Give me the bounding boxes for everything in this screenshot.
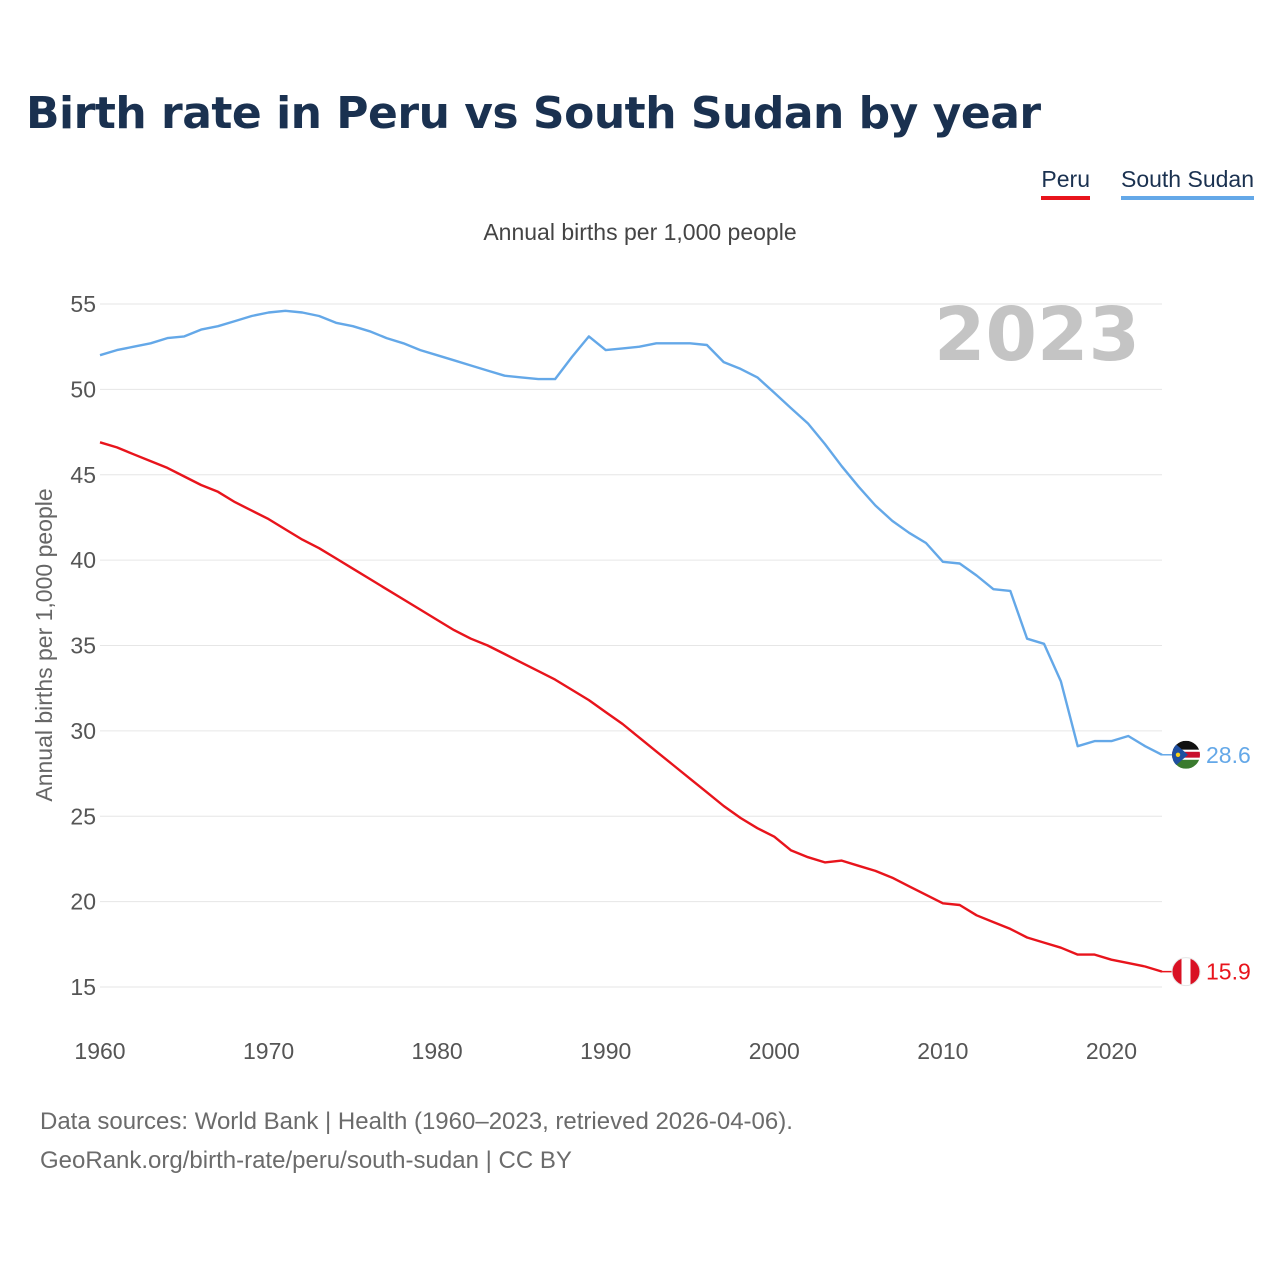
y-tick-label-15: 15 bbox=[70, 974, 96, 1000]
y-tick-label-30: 30 bbox=[70, 718, 96, 744]
x-tick-label-2000: 2000 bbox=[749, 1038, 800, 1064]
chart-title: Birth rate in Peru vs South Sudan by yea… bbox=[26, 88, 1041, 139]
y-tick-label-20: 20 bbox=[70, 889, 96, 915]
y-tick-label-55: 55 bbox=[70, 291, 96, 317]
y-tick-label-45: 45 bbox=[70, 462, 96, 488]
y-tick-label-40: 40 bbox=[70, 547, 96, 573]
y-tick-label-50: 50 bbox=[70, 376, 96, 402]
south-sudan-flag-icon bbox=[1172, 740, 1200, 769]
x-tick-label-1960: 1960 bbox=[74, 1038, 125, 1064]
grid-lines bbox=[100, 303, 1162, 988]
legend-item-south-sudan[interactable]: South Sudan bbox=[1120, 166, 1254, 200]
credit-link[interactable]: GeoRank.org/birth-rate/peru/south-sudan … bbox=[40, 1147, 572, 1174]
data-source-note: Data sources: World Bank | Health (1960–… bbox=[40, 1108, 793, 1135]
legend-item-peru[interactable]: Peru bbox=[1041, 166, 1090, 200]
end-label-peru: 15.9 bbox=[1206, 959, 1251, 985]
end-label-south-sudan: 28.6 bbox=[1206, 742, 1251, 768]
y-axis-label: Annual births per 1,000 people bbox=[31, 488, 57, 801]
x-tick-label-2020: 2020 bbox=[1086, 1038, 1137, 1064]
peru-flag-icon bbox=[1171, 957, 1201, 987]
y-axis-ticks: 15 20 25 30 35 40 45 50 55 bbox=[70, 291, 96, 1000]
series-lines bbox=[99, 309, 1172, 973]
chart-subtitle: Annual births per 1,000 people bbox=[483, 219, 796, 245]
y-tick-label-25: 25 bbox=[70, 803, 96, 829]
series-line-south-sudan bbox=[99, 309, 1163, 756]
line-chart: Annual births per 1,000 people 15 20 25 30 3… bbox=[31, 219, 1251, 1064]
x-tick-label-1970: 1970 bbox=[243, 1038, 294, 1064]
year-watermark: 2023 bbox=[934, 292, 1140, 378]
y-tick-label-35: 35 bbox=[70, 633, 96, 659]
x-tick-label-1980: 1980 bbox=[412, 1038, 463, 1064]
series-line-peru bbox=[99, 441, 1163, 973]
x-tick-label-2010: 2010 bbox=[917, 1038, 968, 1064]
x-tick-label-1990: 1990 bbox=[580, 1038, 631, 1064]
x-axis-ticks: 1960 1970 1980 1990 2000 2010 2020 bbox=[74, 1038, 1137, 1064]
